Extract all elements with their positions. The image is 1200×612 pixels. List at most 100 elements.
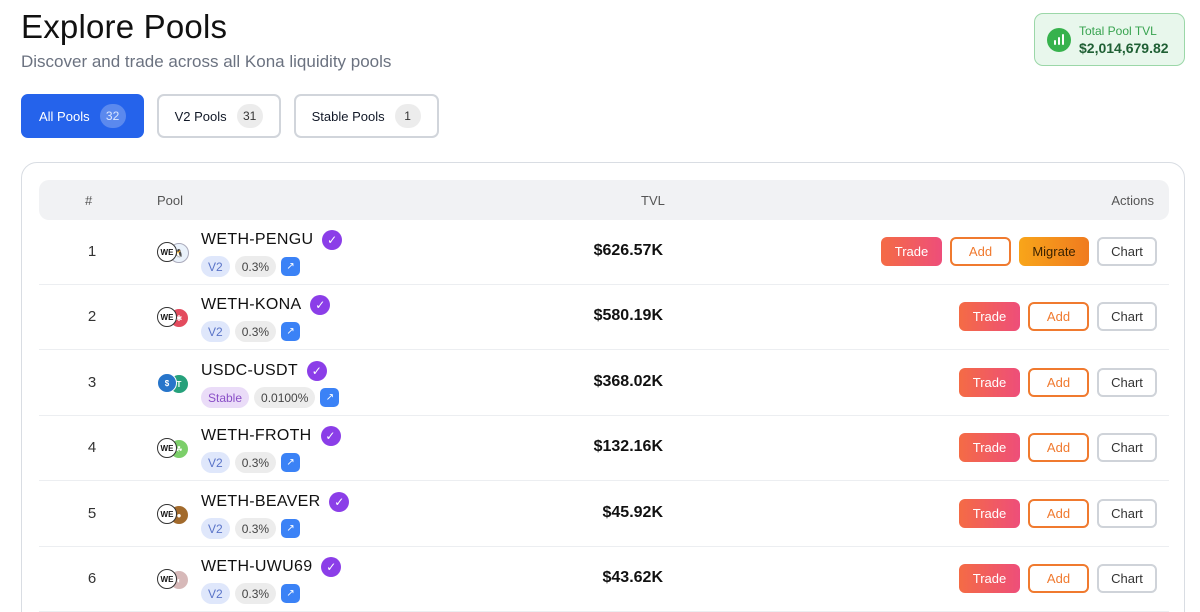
token-a-icon: WE xyxy=(157,242,177,262)
tab-label: Stable Pools xyxy=(311,108,385,124)
add-liquidity-button[interactable]: Add xyxy=(950,237,1011,266)
tab-count: 32 xyxy=(99,104,126,128)
token-a-icon: $ xyxy=(157,373,177,393)
add-liquidity-button[interactable]: Add xyxy=(1028,368,1089,397)
pool-name[interactable]: USDC-USDT ✓ xyxy=(201,361,327,381)
add-liquidity-button[interactable]: Add xyxy=(1028,564,1089,593)
pool-name-text: WETH-UWU69 xyxy=(201,558,313,575)
pool-tags: V2 0.3% ↗ xyxy=(201,518,301,539)
page-subtitle: Discover and trade across all Kona liqui… xyxy=(21,52,392,71)
trade-button[interactable]: Trade xyxy=(959,564,1020,593)
table-row: 5 WE ● WETH-BEAVER ✓ V2 0.3% ↗ $45.92K T… xyxy=(39,482,1169,547)
table-row: 1 WE 🐧 WETH-PENGU ✓ V2 0.3% ↗ $626.57K T… xyxy=(39,220,1169,285)
pool-tags: V2 0.3% ↗ xyxy=(201,321,301,342)
token-a-icon: WE xyxy=(157,504,177,524)
verified-check-icon: ✓ xyxy=(310,295,331,315)
pool-tags: Stable 0.0100% ↗ xyxy=(201,387,340,408)
fee-badge: 0.3% xyxy=(234,321,277,342)
pool-name-text: WETH-BEAVER xyxy=(201,493,321,510)
fee-badge: 0.3% xyxy=(234,452,277,473)
page-title: Explore Pools xyxy=(21,8,228,45)
chart-button[interactable]: Chart xyxy=(1097,302,1157,331)
tab-label: All Pools xyxy=(39,108,90,124)
column-header-number: # xyxy=(85,193,93,208)
fee-badge: 0.3% xyxy=(234,518,277,539)
token-a-icon: WE xyxy=(157,438,177,458)
trade-button[interactable]: Trade xyxy=(959,302,1020,331)
pool-name[interactable]: WETH-UWU69 ✓ xyxy=(201,557,342,577)
row-actions: Trade Add Chart xyxy=(959,499,1157,528)
pool-name[interactable]: WETH-BEAVER ✓ xyxy=(201,492,350,512)
token-pair-icons: WE ☘ xyxy=(157,438,193,460)
row-number: 3 xyxy=(87,374,97,391)
tab-count: 31 xyxy=(236,104,263,128)
trade-button[interactable]: Trade xyxy=(959,433,1020,462)
row-actions: Trade Add Chart xyxy=(959,302,1157,331)
tab-all-pools[interactable]: All Pools 32 xyxy=(21,94,144,138)
verified-check-icon: ✓ xyxy=(329,492,350,512)
pool-tvl: $132.16K xyxy=(593,438,663,455)
pool-type-badge: V2 xyxy=(201,518,230,539)
token-pair-icons: $ T xyxy=(157,373,193,395)
chart-button[interactable]: Chart xyxy=(1097,433,1157,462)
trade-button[interactable]: Trade xyxy=(959,368,1020,397)
tab-v2-pools[interactable]: V2 Pools 31 xyxy=(156,94,281,138)
chart-button[interactable]: Chart xyxy=(1097,564,1157,593)
pools-table: # Pool TVL Actions 1 WE 🐧 WETH-PENGU ✓ V… xyxy=(21,162,1185,612)
table-row: 3 $ T USDC-USDT ✓ Stable 0.0100% ↗ $368.… xyxy=(39,351,1169,416)
pool-tags: V2 0.3% ↗ xyxy=(201,256,301,277)
table-row: 2 WE ✱ WETH-KONA ✓ V2 0.3% ↗ $580.19K Tr… xyxy=(39,285,1169,350)
column-header-tvl: TVL xyxy=(641,193,665,208)
pool-tags: V2 0.3% ↗ xyxy=(201,452,301,473)
pool-tvl: $43.62K xyxy=(602,569,664,586)
row-actions: Trade Add Chart xyxy=(959,433,1157,462)
trade-button[interactable]: Trade xyxy=(881,237,942,266)
add-liquidity-button[interactable]: Add xyxy=(1028,433,1089,462)
external-link-icon[interactable]: ↗ xyxy=(320,388,340,407)
chart-button[interactable]: Chart xyxy=(1097,237,1157,266)
row-number: 4 xyxy=(87,439,97,456)
pool-name[interactable]: WETH-PENGU ✓ xyxy=(201,230,343,250)
pool-filter-tabs: All Pools 32 V2 Pools 31 Stable Pools 1 xyxy=(21,94,439,138)
migrate-button[interactable]: Migrate xyxy=(1019,237,1089,266)
external-link-icon[interactable]: ↗ xyxy=(281,257,301,276)
chart-button[interactable]: Chart xyxy=(1097,368,1157,397)
verified-check-icon: ✓ xyxy=(306,361,327,381)
pool-name-text: WETH-FROTH xyxy=(201,427,312,444)
token-a-icon: WE xyxy=(157,569,177,589)
row-number: 5 xyxy=(87,505,97,522)
token-pair-icons: WE ● xyxy=(157,504,193,526)
token-pair-icons: WE ◐ xyxy=(157,569,193,591)
table-row: 6 WE ◐ WETH-UWU69 ✓ V2 0.3% ↗ $43.62K Tr… xyxy=(39,547,1169,612)
pool-name[interactable]: WETH-FROTH ✓ xyxy=(201,426,341,446)
pool-name-text: WETH-KONA xyxy=(201,296,302,313)
row-number: 2 xyxy=(87,308,97,325)
row-actions: Trade Add Chart xyxy=(959,564,1157,593)
external-link-icon[interactable]: ↗ xyxy=(281,519,301,538)
pool-tvl: $368.02K xyxy=(593,373,663,390)
bar-chart-icon xyxy=(1047,27,1071,52)
fee-badge: 0.3% xyxy=(234,583,277,604)
tab-stable-pools[interactable]: Stable Pools 1 xyxy=(293,94,439,138)
fee-badge: 0.3% xyxy=(234,256,277,277)
total-tvl-label: Total Pool TVL xyxy=(1079,23,1157,38)
add-liquidity-button[interactable]: Add xyxy=(1028,302,1089,331)
token-a-icon: WE xyxy=(157,307,177,327)
pool-tvl: $45.92K xyxy=(602,504,664,521)
pool-name[interactable]: WETH-KONA ✓ xyxy=(201,295,331,315)
pool-tvl: $580.19K xyxy=(593,307,663,324)
row-number: 1 xyxy=(87,243,97,260)
column-header-actions: Actions xyxy=(1111,193,1154,208)
pool-type-badge: Stable xyxy=(201,387,250,408)
external-link-icon[interactable]: ↗ xyxy=(281,453,301,472)
add-liquidity-button[interactable]: Add xyxy=(1028,499,1089,528)
external-link-icon[interactable]: ↗ xyxy=(281,322,301,341)
pool-type-badge: V2 xyxy=(201,321,230,342)
pool-name-text: USDC-USDT xyxy=(201,362,298,379)
token-pair-icons: WE 🐧 xyxy=(157,242,193,264)
external-link-icon[interactable]: ↗ xyxy=(281,584,301,603)
tab-count: 1 xyxy=(394,104,421,128)
chart-button[interactable]: Chart xyxy=(1097,499,1157,528)
trade-button[interactable]: Trade xyxy=(959,499,1020,528)
row-actions: Trade Add Migrate Chart xyxy=(881,237,1157,266)
